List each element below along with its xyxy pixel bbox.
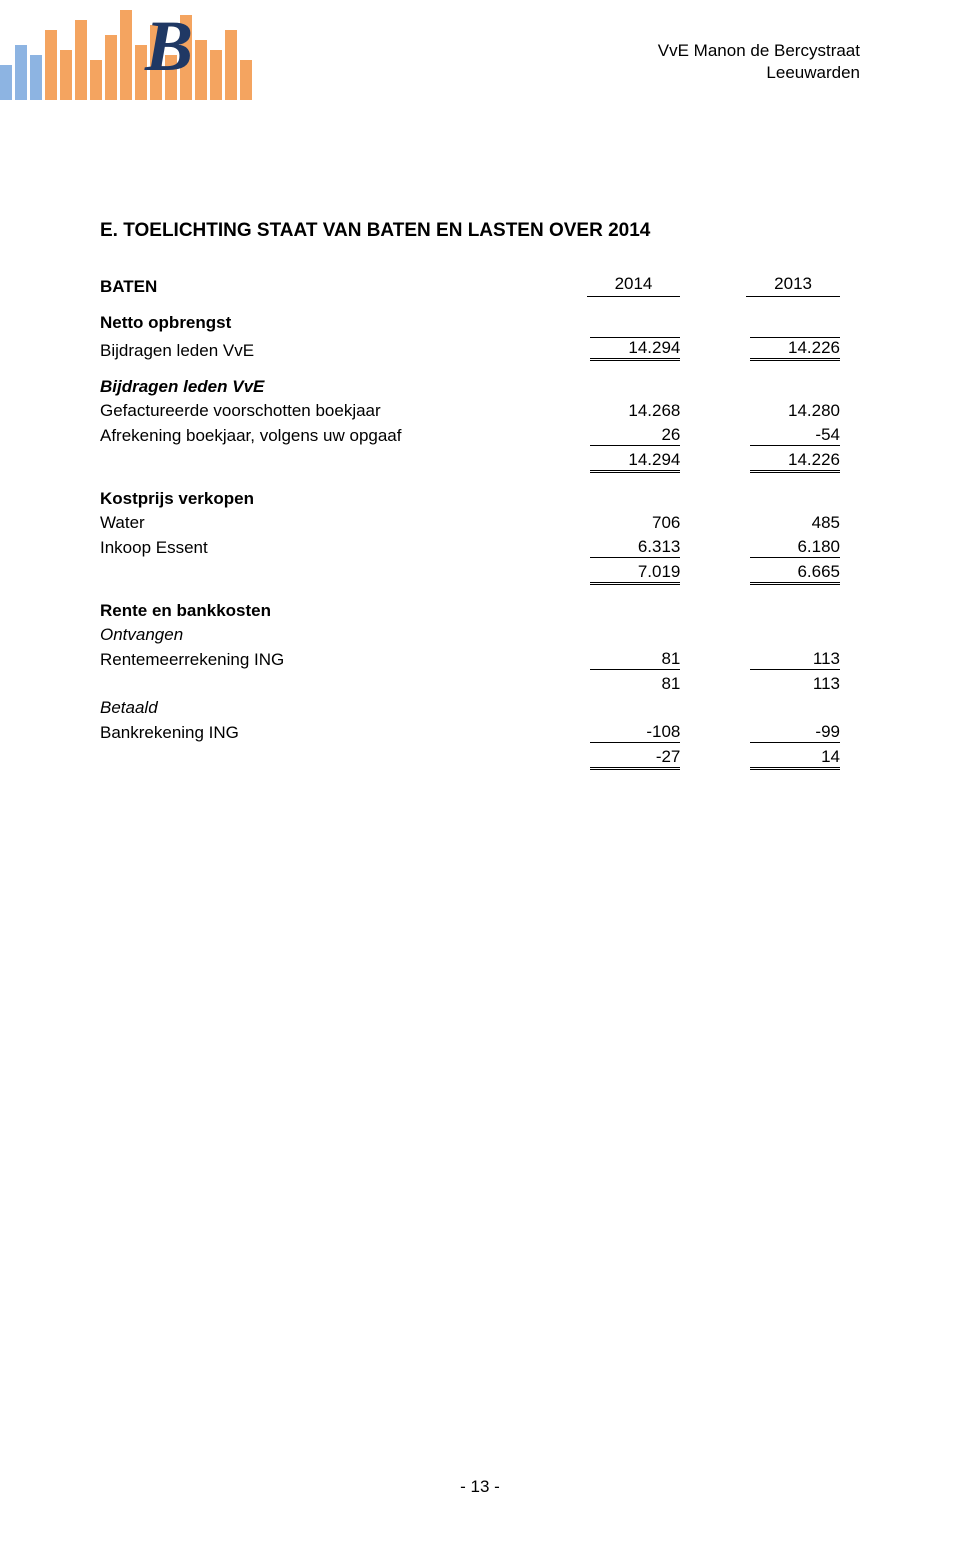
logo-bar [105, 35, 117, 100]
logo-b-mark: B [145, 5, 193, 88]
bijdragen-total-c1: 14.294 [590, 450, 680, 473]
logo-bar [75, 20, 87, 100]
ontvangen-title: Ontvangen [100, 623, 541, 647]
kostprijs-title-row: Kostprijs verkopen [100, 487, 860, 511]
kostprijs-title: Kostprijs verkopen [100, 487, 541, 511]
bijdragen-detail-title-row: Bijdragen leden VvE [100, 375, 860, 399]
water-c1: 706 [541, 511, 701, 535]
rentemeer-c1: 81 [590, 649, 680, 670]
essent-c2: 6.180 [750, 537, 840, 558]
water-label: Water [100, 511, 541, 535]
bijdragen-total-c2: 14.226 [750, 450, 840, 473]
logo-bar [90, 60, 102, 100]
bankrek-c1: -108 [590, 722, 680, 743]
logo-bar [0, 65, 12, 100]
financial-table: BATEN 2014 2013 Netto opbrengst Bijdrage… [100, 272, 860, 772]
bijdragen-leden-row: Bijdragen leden VvE 14.294 14.226 [100, 335, 860, 363]
logo-bar [30, 55, 42, 100]
year-col2: 2013 [746, 274, 840, 297]
ontvangen-title-row: Ontvangen [100, 623, 860, 647]
essent-c1: 6.313 [590, 537, 680, 558]
essent-label: Inkoop Essent [100, 535, 541, 560]
bankrek-c2: -99 [750, 722, 840, 743]
betaald-title-row: Betaald [100, 696, 860, 720]
netto-opbrengst-title-row: Netto opbrengst [100, 311, 860, 335]
afrekening-c1: 26 [590, 425, 680, 446]
page: B VvE Manon de Bercystraat Leeuwarden E.… [0, 0, 960, 1542]
gefactureerd-row: Gefactureerde voorschotten boekjaar 14.2… [100, 399, 860, 423]
baten-heading: BATEN [100, 272, 541, 299]
bijdragen-leden-c2: 14.226 [750, 337, 840, 361]
bijdragen-total-row: 14.294 14.226 [100, 448, 860, 475]
logo-bar [210, 50, 222, 100]
rentemeer-row: Rentemeerrekening ING 81 113 [100, 647, 860, 672]
rente-net-row: -27 14 [100, 745, 860, 772]
rente-title: Rente en bankkosten [100, 599, 541, 623]
logo-bar [240, 60, 252, 100]
rente-title-row: Rente en bankkosten [100, 599, 860, 623]
rente-net-c1: -27 [590, 747, 680, 770]
content: E. TOELICHTING STAAT VAN BATEN EN LASTEN… [100, 0, 860, 772]
bankrek-row: Bankrekening ING -108 -99 [100, 720, 860, 745]
year-header-row: BATEN 2014 2013 [100, 272, 860, 299]
essent-row: Inkoop Essent 6.313 6.180 [100, 535, 860, 560]
water-row: Water 706 485 [100, 511, 860, 535]
logo-bar [120, 10, 132, 100]
section-title: E. TOELICHTING STAAT VAN BATEN EN LASTEN… [100, 220, 860, 242]
logo-bar [60, 50, 72, 100]
logo-bar [45, 30, 57, 100]
org-name: VvE Manon de Bercystraat [658, 40, 860, 62]
betaald-title: Betaald [100, 696, 541, 720]
gefactureerd-label: Gefactureerde voorschotten boekjaar [100, 399, 541, 423]
bijdragen-detail-title: Bijdragen leden VvE [100, 375, 541, 399]
kostprijs-total-c2: 6.665 [750, 562, 840, 585]
kostprijs-total-row: 7.019 6.665 [100, 560, 860, 587]
bijdragen-leden-c1: 14.294 [590, 337, 680, 361]
afrekening-c2: -54 [750, 425, 840, 446]
afrekening-row: Afrekening boekjaar, volgens uw opgaaf 2… [100, 423, 860, 448]
logo-bar [15, 45, 27, 100]
org-city: Leeuwarden [658, 62, 860, 84]
rentemeer-label: Rentemeerrekening ING [100, 647, 541, 672]
ontv-total-c2: 113 [700, 672, 860, 696]
logo-bar [225, 30, 237, 100]
bankrek-label: Bankrekening ING [100, 720, 541, 745]
gefactureerd-c1: 14.268 [541, 399, 701, 423]
rentemeer-c2: 113 [750, 649, 840, 670]
afrekening-label: Afrekening boekjaar, volgens uw opgaaf [100, 423, 541, 448]
bijdragen-leden-label: Bijdragen leden VvE [100, 335, 541, 363]
rente-net-c2: 14 [750, 747, 840, 770]
ontvangen-total-row: 81 113 [100, 672, 860, 696]
kostprijs-total-c1: 7.019 [590, 562, 680, 585]
water-c2: 485 [700, 511, 860, 535]
netto-opbrengst-title: Netto opbrengst [100, 311, 541, 335]
ontv-total-c1: 81 [541, 672, 701, 696]
logo: B [0, 0, 320, 100]
year-col1: 2014 [587, 274, 681, 297]
gefactureerd-c2: 14.280 [700, 399, 860, 423]
logo-bar [195, 40, 207, 100]
header-right: VvE Manon de Bercystraat Leeuwarden [658, 40, 860, 84]
page-number: - 13 - [0, 1477, 960, 1497]
